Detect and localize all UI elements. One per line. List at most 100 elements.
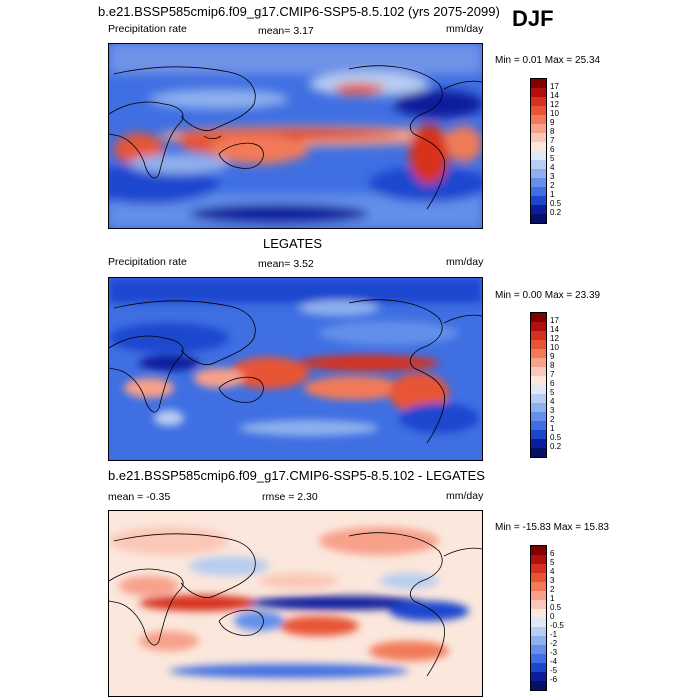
panel2-units-label: mm/day [446, 256, 484, 268]
panel2-colorbar-label: 14 [550, 325, 559, 334]
panel2-colorbar-swatch [531, 430, 546, 439]
panel3-colorbar-swatch [531, 609, 546, 618]
panel1-min-max: Min = 0.01 Max = 25.34 [495, 55, 601, 66]
panel1-mean-label: mean= 3.17 [258, 25, 314, 37]
panel3-colorbar-swatch [531, 663, 546, 672]
panel1-colorbar-label: 4 [550, 163, 555, 172]
panel2-colorbar-swatch [531, 439, 546, 448]
panel1-units-label: mm/day [446, 23, 484, 35]
panel2-colorbar-swatch [531, 394, 546, 403]
panel2-colorbar-swatch [531, 358, 546, 367]
panel3-colorbar-label: -6 [550, 675, 558, 684]
panel2-colorbar-label: 3 [550, 406, 555, 415]
panel1-colorbar-label: 8 [550, 127, 555, 136]
panel2-colorbar-swatch [531, 313, 546, 322]
panel3-colorbar-label: -5 [550, 666, 558, 675]
panel1-colorbar-label: 0.5 [550, 199, 562, 208]
panel1-colorbar-swatch [531, 97, 546, 106]
panel2-colorbar-swatch [531, 376, 546, 385]
panel3-colorbar-label: 0.5 [550, 603, 562, 612]
panel2-colorbar-label: 0.2 [550, 442, 562, 451]
panel1-colorbar-swatch [531, 106, 546, 115]
panel2-colorbar-swatch [531, 322, 546, 331]
panel2-colorbar-label: 12 [550, 334, 559, 343]
panel1-colorbar-swatch [531, 196, 546, 205]
panel1-colorbar [530, 78, 547, 224]
panel2-colorbar-swatch [531, 385, 546, 394]
panel1-colorbar-label: 9 [550, 118, 555, 127]
panel3-map [108, 510, 483, 697]
panel3-colorbar-label: -2 [550, 639, 558, 648]
panel3-colorbar-swatch [531, 645, 546, 654]
panel3-units-label: mm/day [446, 490, 484, 502]
panel2-colorbar-swatch [531, 367, 546, 376]
panel2-left-label: Precipitation rate [108, 256, 187, 268]
panel2-colorbar-label: 8 [550, 361, 555, 370]
panel3-colorbar-label: 0 [550, 612, 555, 621]
panel2-colorbar-swatch [531, 340, 546, 349]
panel2-colorbar-label: 4 [550, 397, 555, 406]
panel3-colorbar-labels: 6 5 4 3 2 1 0.5 0 -0.5 -1 -2 -3 -4 -5 -6 [550, 545, 590, 690]
panel2-colorbar-segments [531, 313, 546, 457]
panel1-colorbar-swatch [531, 151, 546, 160]
panel3-colorbar-label: -3 [550, 648, 558, 657]
panel3-colorbar-swatch [531, 546, 546, 555]
panel1-colorbar-label: 3 [550, 172, 555, 181]
panel1-colorbar-swatch [531, 214, 546, 223]
panel1-colorbar-swatch [531, 88, 546, 97]
panel3-colorbar-label: -1 [550, 630, 558, 639]
panel3-colorbar-swatch [531, 591, 546, 600]
panel1-colorbar-swatch [531, 169, 546, 178]
panel1-title: b.e21.BSSP585cmip6.f09_g17.CMIP6-SSP5-8.… [98, 4, 500, 19]
panel2-colorbar-label: 0.5 [550, 433, 562, 442]
panel2-colorbar-label: 17 [550, 316, 559, 325]
panel1-colorbar-swatch [531, 142, 546, 151]
panel3-colorbar-label: 4 [550, 567, 555, 576]
panel1-colorbar-label: 5 [550, 154, 555, 163]
panel1-colorbar-label: 1 [550, 190, 555, 199]
panel3-colorbar-label: 3 [550, 576, 555, 585]
panel2-colorbar-label: 6 [550, 379, 555, 388]
panel2-title: LEGATES [263, 236, 323, 251]
panel3-colorbar-swatch [531, 582, 546, 591]
panel1-colorbar-segments [531, 79, 546, 223]
panel1-colorbar-swatch [531, 124, 546, 133]
panel2-mean-label: mean= 3.52 [258, 258, 314, 270]
panel1-colorbar-swatch [531, 115, 546, 124]
panel1-colorbar-label: 0.2 [550, 208, 562, 217]
panel1-colorbar-swatch [531, 79, 546, 88]
panel3-colorbar-label: 6 [550, 549, 555, 558]
panel2-colorbar-swatch [531, 421, 546, 430]
panel1-colorbar-swatch [531, 160, 546, 169]
panel1-colorbar-swatch [531, 187, 546, 196]
panel3-colorbar [530, 545, 547, 691]
panel2-colorbar-label: 2 [550, 415, 555, 424]
panel2-colorbar [530, 312, 547, 458]
panel3-colorbar-swatch [531, 573, 546, 582]
panel2-min-max: Min = 0.00 Max = 23.39 [495, 290, 601, 301]
panel1-colorbar-swatch [531, 133, 546, 142]
panel1-colorbar-label: 14 [550, 91, 559, 100]
panel3-colorbar-swatch [531, 672, 546, 681]
panel1-colorbar-labels: 17 14 12 10 9 8 7 6 5 4 3 2 1 0.5 0.2 [550, 78, 590, 223]
panel1-colorbar-label: 10 [550, 109, 559, 118]
panel3-colorbar-swatch [531, 636, 546, 645]
panel3-mean-label: mean = -0.35 [108, 491, 171, 503]
panel3-colorbar-segments [531, 546, 546, 690]
panel1-left-label: Precipitation rate [108, 23, 187, 35]
panel2-colorbar-label: 1 [550, 424, 555, 433]
panel3-rmse-label: rmse = 2.30 [262, 491, 318, 503]
panel2-colorbar-swatch [531, 331, 546, 340]
panel3-colorbar-label: 5 [550, 558, 555, 567]
panel3-colorbar-label: 2 [550, 585, 555, 594]
panel3-min-max: Min = -15.83 Max = 15.83 [495, 522, 609, 533]
panel1-colorbar-label: 6 [550, 145, 555, 154]
panel2-colorbar-label: 9 [550, 352, 555, 361]
panel2-colorbar-swatch [531, 349, 546, 358]
panel3-colorbar-label: 1 [550, 594, 555, 603]
panel1-colorbar-label: 7 [550, 136, 555, 145]
panel3-colorbar-swatch [531, 564, 546, 573]
panel2-colorbar-swatch [531, 448, 546, 457]
panel1-map [108, 43, 483, 229]
panel3-colorbar-swatch [531, 600, 546, 609]
